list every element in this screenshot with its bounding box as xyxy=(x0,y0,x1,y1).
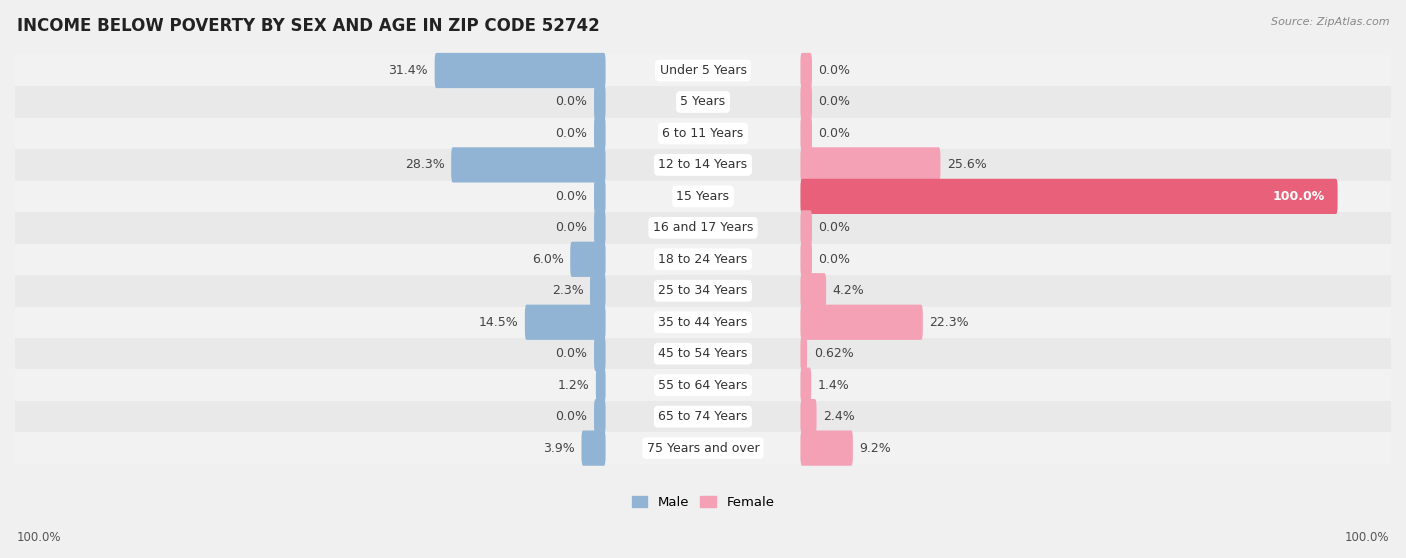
FancyBboxPatch shape xyxy=(451,147,606,182)
FancyBboxPatch shape xyxy=(800,116,813,151)
FancyBboxPatch shape xyxy=(800,53,813,88)
Text: Source: ZipAtlas.com: Source: ZipAtlas.com xyxy=(1271,17,1389,27)
FancyBboxPatch shape xyxy=(800,242,813,277)
FancyBboxPatch shape xyxy=(800,147,941,182)
Text: 0.0%: 0.0% xyxy=(818,64,851,77)
FancyBboxPatch shape xyxy=(800,179,1337,214)
Text: 1.2%: 1.2% xyxy=(558,379,589,392)
Text: 2.4%: 2.4% xyxy=(823,410,855,423)
Text: 45 to 54 Years: 45 to 54 Years xyxy=(658,347,748,360)
Text: 4.2%: 4.2% xyxy=(832,284,865,297)
FancyBboxPatch shape xyxy=(593,210,606,246)
FancyBboxPatch shape xyxy=(800,336,807,371)
Legend: Male, Female: Male, Female xyxy=(626,490,780,514)
Text: 100.0%: 100.0% xyxy=(17,531,62,544)
Text: 5 Years: 5 Years xyxy=(681,95,725,108)
FancyBboxPatch shape xyxy=(800,84,813,119)
FancyBboxPatch shape xyxy=(593,179,606,214)
FancyBboxPatch shape xyxy=(800,273,827,309)
Bar xyxy=(15,432,1391,464)
Text: 0.0%: 0.0% xyxy=(555,95,588,108)
Text: 0.0%: 0.0% xyxy=(555,127,588,140)
Text: 6 to 11 Years: 6 to 11 Years xyxy=(662,127,744,140)
Bar xyxy=(15,212,1391,244)
Text: Under 5 Years: Under 5 Years xyxy=(659,64,747,77)
Bar xyxy=(15,244,1391,275)
FancyBboxPatch shape xyxy=(524,305,606,340)
Bar xyxy=(15,275,1391,306)
Bar xyxy=(15,338,1391,369)
Text: 14.5%: 14.5% xyxy=(478,316,519,329)
Text: 0.0%: 0.0% xyxy=(818,95,851,108)
FancyBboxPatch shape xyxy=(591,273,606,309)
Text: 15 Years: 15 Years xyxy=(676,190,730,203)
Text: 75 Years and over: 75 Years and over xyxy=(647,441,759,455)
FancyBboxPatch shape xyxy=(582,430,606,466)
Text: 0.0%: 0.0% xyxy=(555,222,588,234)
Text: 100.0%: 100.0% xyxy=(1344,531,1389,544)
Bar xyxy=(15,401,1391,432)
FancyBboxPatch shape xyxy=(593,116,606,151)
Text: 0.0%: 0.0% xyxy=(555,410,588,423)
FancyBboxPatch shape xyxy=(593,336,606,371)
Text: 55 to 64 Years: 55 to 64 Years xyxy=(658,379,748,392)
Text: 100.0%: 100.0% xyxy=(1272,190,1324,203)
Text: 65 to 74 Years: 65 to 74 Years xyxy=(658,410,748,423)
FancyBboxPatch shape xyxy=(800,399,817,434)
Bar xyxy=(15,306,1391,338)
Text: 0.0%: 0.0% xyxy=(555,347,588,360)
Text: INCOME BELOW POVERTY BY SEX AND AGE IN ZIP CODE 52742: INCOME BELOW POVERTY BY SEX AND AGE IN Z… xyxy=(17,17,599,35)
Text: 16 and 17 Years: 16 and 17 Years xyxy=(652,222,754,234)
Bar xyxy=(15,369,1391,401)
FancyBboxPatch shape xyxy=(800,305,922,340)
Text: 25 to 34 Years: 25 to 34 Years xyxy=(658,284,748,297)
Text: 0.0%: 0.0% xyxy=(818,127,851,140)
Text: 12 to 14 Years: 12 to 14 Years xyxy=(658,158,748,171)
Text: 25.6%: 25.6% xyxy=(948,158,987,171)
FancyBboxPatch shape xyxy=(596,368,606,403)
Text: 35 to 44 Years: 35 to 44 Years xyxy=(658,316,748,329)
Text: 3.9%: 3.9% xyxy=(543,441,575,455)
FancyBboxPatch shape xyxy=(593,84,606,119)
FancyBboxPatch shape xyxy=(571,242,606,277)
FancyBboxPatch shape xyxy=(593,399,606,434)
Bar xyxy=(15,181,1391,212)
Bar xyxy=(15,55,1391,86)
Bar xyxy=(15,118,1391,149)
Text: 6.0%: 6.0% xyxy=(531,253,564,266)
FancyBboxPatch shape xyxy=(800,430,853,466)
Bar xyxy=(15,86,1391,118)
Text: 1.4%: 1.4% xyxy=(818,379,849,392)
Text: 0.62%: 0.62% xyxy=(814,347,853,360)
Text: 22.3%: 22.3% xyxy=(929,316,969,329)
Text: 0.0%: 0.0% xyxy=(555,190,588,203)
Text: 28.3%: 28.3% xyxy=(405,158,444,171)
Text: 0.0%: 0.0% xyxy=(818,222,851,234)
Bar xyxy=(15,149,1391,181)
Text: 18 to 24 Years: 18 to 24 Years xyxy=(658,253,748,266)
FancyBboxPatch shape xyxy=(434,53,606,88)
Text: 9.2%: 9.2% xyxy=(859,441,891,455)
Text: 2.3%: 2.3% xyxy=(551,284,583,297)
FancyBboxPatch shape xyxy=(800,210,813,246)
Text: 31.4%: 31.4% xyxy=(388,64,427,77)
Text: 0.0%: 0.0% xyxy=(818,253,851,266)
FancyBboxPatch shape xyxy=(800,368,811,403)
